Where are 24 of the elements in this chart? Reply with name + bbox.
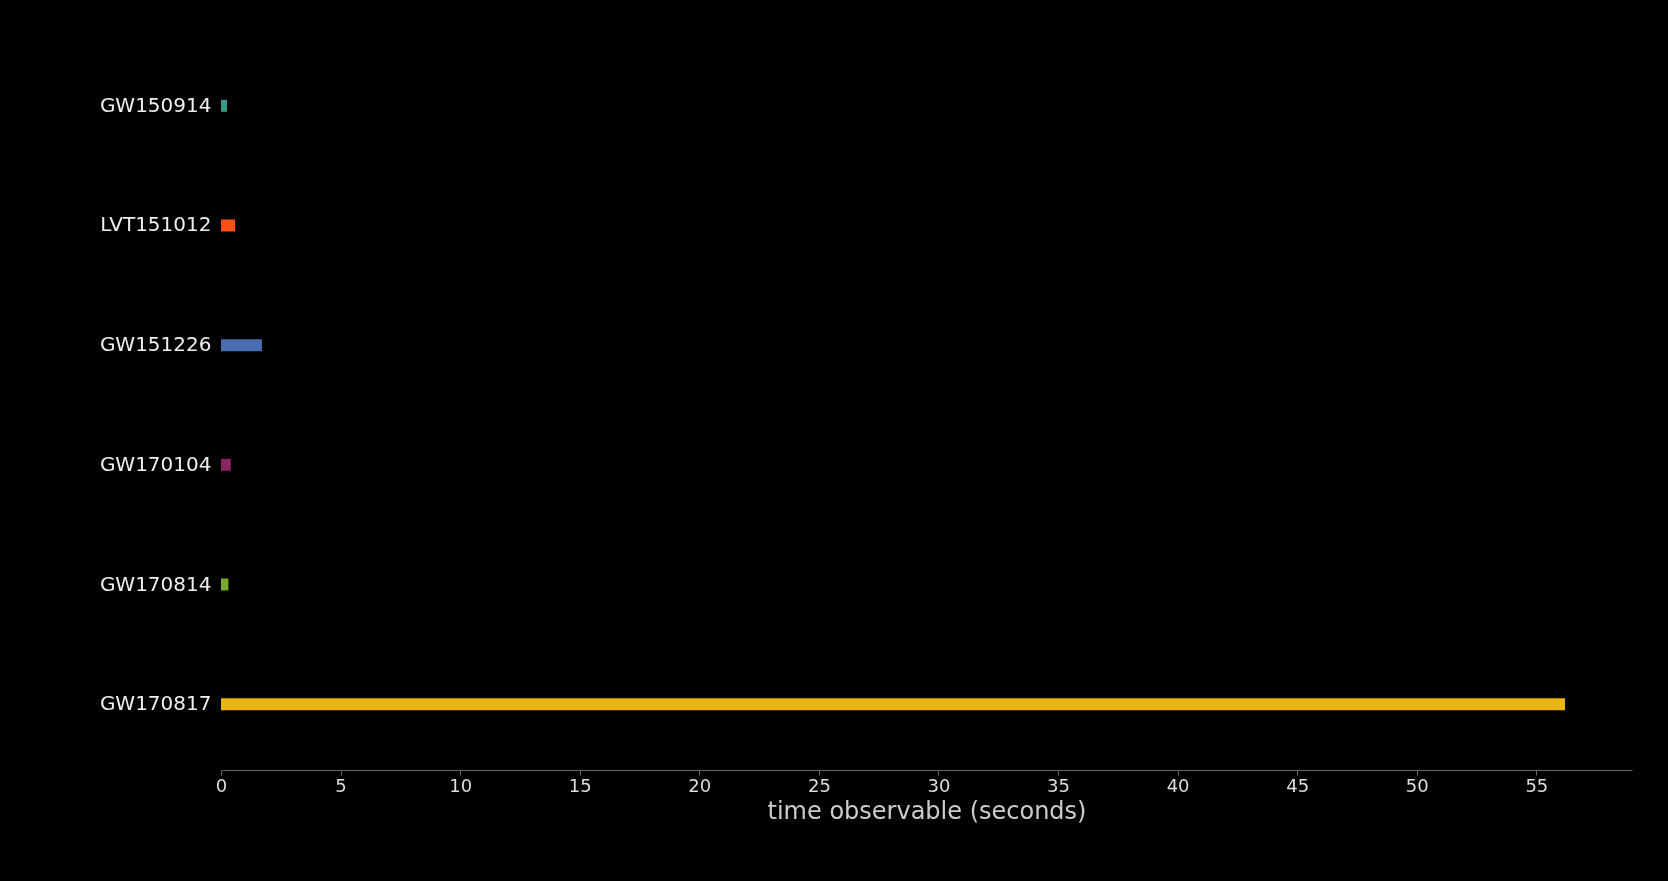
y-tick-label: LVT151012 — [100, 212, 212, 237]
x-tick-label: 35 — [1047, 774, 1070, 796]
bar — [221, 698, 1566, 711]
x-tick-label: 20 — [688, 774, 712, 796]
y-tick-label: GW170814 — [99, 571, 212, 596]
x-tick-label: 25 — [807, 774, 831, 796]
y-tick-label: GW170104 — [99, 451, 212, 476]
bar — [221, 219, 236, 232]
x-tick-label: 0 — [215, 774, 228, 796]
y-tick-label: GW151226 — [99, 332, 212, 357]
x-tick-label: 50 — [1405, 774, 1429, 796]
x-tick-label: 55 — [1525, 774, 1549, 796]
bar — [221, 339, 262, 352]
x-tick-label: 45 — [1286, 774, 1310, 796]
bar — [221, 99, 227, 112]
x-axis-title: time observable (seconds) — [767, 796, 1087, 825]
y-tick-label: GW150914 — [99, 92, 212, 117]
x-tick-label: 40 — [1166, 774, 1190, 796]
x-tick-label: 30 — [927, 774, 951, 796]
bar — [221, 458, 231, 471]
y-tick-label: GW170817 — [99, 691, 212, 716]
x-tick-label: 10 — [449, 774, 473, 796]
x-tick-label: 5 — [335, 774, 347, 796]
x-tick-label: 15 — [568, 774, 592, 796]
